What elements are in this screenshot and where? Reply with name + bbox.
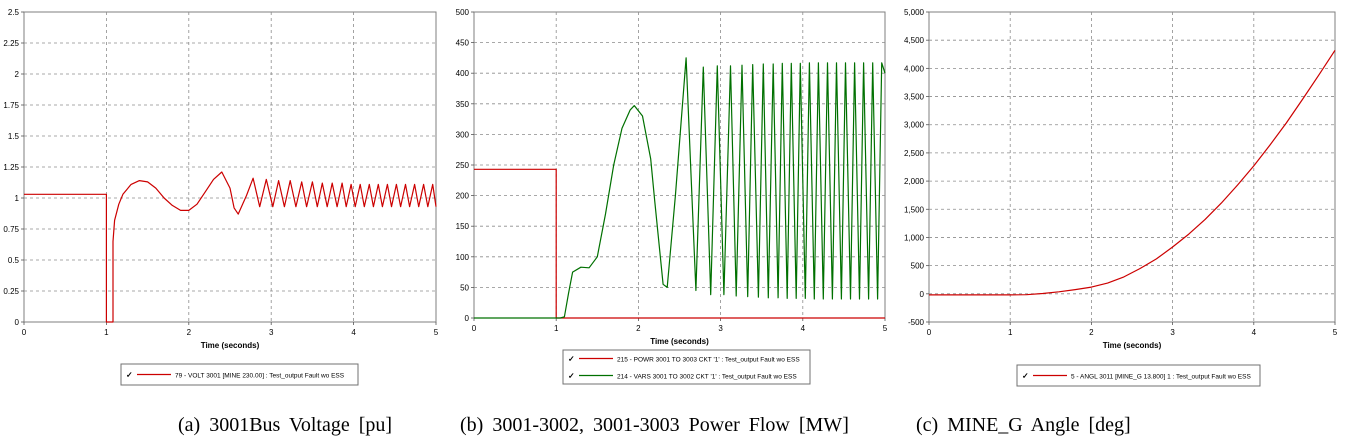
x-tick-label: 3 (269, 328, 274, 337)
checkbox-icon: ✓ (568, 372, 575, 381)
y-tick-label: 400 (456, 69, 470, 78)
x-axis-label: Time (seconds) (1103, 341, 1162, 350)
y-tick-label: 350 (456, 100, 470, 109)
y-tick-label: 0 (15, 318, 20, 327)
checkbox-icon: ✓ (1022, 372, 1029, 381)
y-tick-label: 0.5 (8, 256, 20, 265)
legend-label: 214 - VARS 3001 TO 3002 CKT '1' : Test_o… (617, 374, 797, 381)
legend-label: 215 - POWR 3001 TO 3003 CKT '1' : Test_o… (617, 357, 800, 364)
series-line-2 (474, 57, 886, 319)
y-tick-label: 150 (456, 222, 470, 231)
y-tick-label: 2.5 (8, 8, 20, 17)
x-axis-label: Time (seconds) (201, 341, 260, 350)
legend-box (1016, 364, 1261, 387)
y-tick-label: 300 (456, 130, 470, 139)
y-tick-label: 2.25 (3, 39, 19, 48)
x-tick-label: 4 (801, 324, 806, 333)
legend-label: 79 - VOLT 3001 [MINE 230.00] : Test_outp… (175, 373, 345, 380)
y-tick-label: 500 (456, 8, 470, 17)
y-tick-label: 500 (911, 262, 925, 271)
x-tick-label: 5 (434, 328, 439, 337)
checkbox-icon: ✓ (126, 371, 133, 380)
caption-c: (c) MINE_G Angle [deg] (916, 414, 1131, 436)
x-tick-label: 0 (927, 328, 932, 337)
y-tick-label: 200 (456, 192, 470, 201)
legend-box (562, 349, 811, 385)
y-tick-label: 0 (920, 290, 925, 299)
x-tick-label: 0 (472, 324, 477, 333)
series-line-1 (929, 49, 1336, 296)
y-tick-label: 2,500 (904, 149, 925, 158)
y-tick-label: 1.5 (8, 132, 20, 141)
caption-b: (b) 3001-3002, 3001-3003 Power Flow [MW] (460, 414, 849, 436)
series-line-1 (474, 168, 885, 319)
x-tick-label: 1 (554, 324, 559, 333)
x-tick-label: 3 (718, 324, 723, 333)
y-tick-label: -500 (908, 318, 925, 327)
y-tick-label: 1,500 (904, 205, 925, 214)
y-tick-label: 0.25 (3, 287, 19, 296)
legend: ✓ 79 - VOLT 3001 [MINE 230.00] : Test_out… (120, 363, 359, 386)
x-tick-label: 2 (636, 324, 641, 333)
chart-panel-3: -50005001,0001,5002,0002,5003,0003,5004,… (904, 8, 1338, 387)
caption-a: (a) 3001Bus Voltage [pu] (178, 414, 393, 436)
legend: ✓ 215 - POWR 3001 TO 3003 CKT '1' : Test_… (562, 349, 811, 385)
y-tick-label: 2 (15, 70, 20, 79)
x-tick-label: 3 (1170, 328, 1175, 337)
x-tick-label: 5 (883, 324, 888, 333)
y-tick-label: 5,000 (904, 8, 925, 17)
y-tick-label: 100 (456, 253, 470, 262)
legend: ✓ 5 - ANGL 3011 [MINE_G 13.800] 1 : Test_… (1016, 364, 1261, 387)
y-tick-label: 4,500 (904, 36, 925, 45)
y-tick-label: 3,500 (904, 93, 925, 102)
legend-box (120, 363, 359, 386)
y-tick-label: 1,000 (904, 233, 925, 242)
y-tick-label: 50 (460, 283, 469, 292)
y-tick-label: 4,000 (904, 64, 925, 73)
plot-area (928, 11, 1336, 323)
y-tick-label: 1.75 (3, 101, 19, 110)
x-tick-label: 2 (187, 328, 192, 337)
x-tick-label: 0 (22, 328, 27, 337)
x-tick-label: 1 (1008, 328, 1013, 337)
legend-label: 5 - ANGL 3011 [MINE_G 13.800] 1 : Test_o… (1071, 374, 1251, 381)
y-tick-label: 450 (456, 39, 470, 48)
y-tick-label: 3,000 (904, 121, 925, 130)
x-tick-label: 5 (1333, 328, 1338, 337)
checkbox-icon: ✓ (568, 355, 575, 364)
x-tick-label: 2 (1089, 328, 1094, 337)
x-tick-label: 4 (351, 328, 356, 337)
chart-panel-1: 0 0.25 0.5 0.75 1 1.25 1.5 1.75 2 2.25 2.5 0 1 2 3 4 5 Ti… (3, 8, 439, 386)
y-tick-label: 1 (15, 194, 20, 203)
x-tick-label: 1 (104, 328, 109, 337)
y-tick-label: 250 (456, 161, 470, 170)
y-tick-label: 0.75 (3, 225, 19, 234)
series-line-1 (24, 171, 437, 323)
chart-panel-2: 0 50 100 150 200 250 300 350 400 450 500 0 1 2 3 4 5 Time… (456, 8, 888, 385)
y-tick-label: 1.25 (3, 163, 19, 172)
x-tick-label: 4 (1252, 328, 1257, 337)
y-tick-label: 2,000 (904, 177, 925, 186)
y-tick-label: 0 (465, 314, 470, 323)
x-axis-label: Time (seconds) (650, 337, 709, 346)
